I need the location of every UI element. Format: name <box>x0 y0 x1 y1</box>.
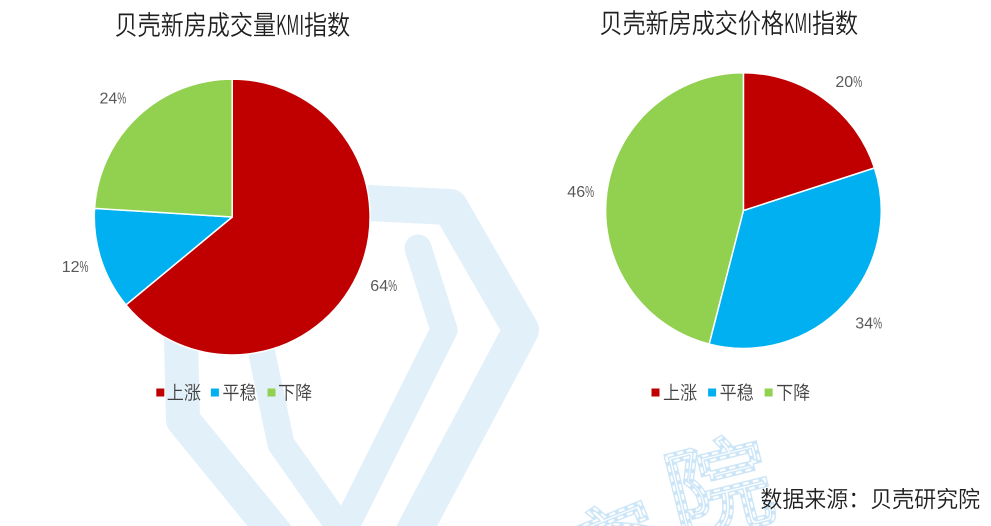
svg-text:46: 46 <box>567 184 585 201</box>
svg-text:%: % <box>585 182 594 200</box>
svg-text:64: 64 <box>370 278 388 295</box>
svg-text:24: 24 <box>100 90 118 107</box>
svg-text:34: 34 <box>855 315 873 332</box>
svg-text:%: % <box>853 72 862 90</box>
svg-text:%: % <box>873 314 882 332</box>
svg-text:%: % <box>117 89 126 107</box>
svg-text:20: 20 <box>835 74 853 91</box>
svg-text:%: % <box>388 277 397 295</box>
svg-text:12: 12 <box>62 259 80 276</box>
svg-text:%: % <box>80 258 89 276</box>
